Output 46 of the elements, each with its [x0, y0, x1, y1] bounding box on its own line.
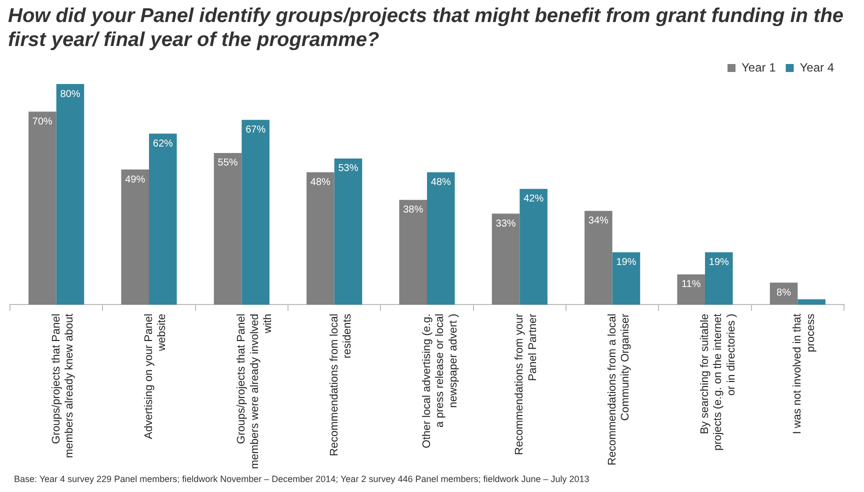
- bar: [28, 112, 56, 305]
- data-label: 55%: [218, 158, 238, 169]
- data-label: 53%: [338, 163, 358, 174]
- bar: [520, 188, 548, 305]
- data-label: 62%: [152, 138, 174, 150]
- x-tick-label: I was not involved in that process: [792, 313, 817, 434]
- data-label: 48%: [310, 177, 331, 188]
- bar: [798, 299, 826, 305]
- x-tick-label: Groups/projects that Panel members were already involved with: [236, 314, 274, 470]
- data-label: 11%: [681, 279, 701, 290]
- bar: [149, 134, 177, 305]
- bar: [399, 200, 427, 305]
- bar: [612, 252, 640, 305]
- bar: [334, 158, 362, 305]
- x-tick-label: Recommendations from local residents: [328, 313, 354, 456]
- data-label: 38%: [403, 204, 424, 216]
- bar: [121, 170, 149, 305]
- bar: [584, 210, 612, 305]
- x-tick-label: Recommendations from a local Community Organiser: [606, 313, 632, 466]
- bar: [705, 252, 733, 305]
- bar: [214, 152, 242, 305]
- bar: [56, 84, 84, 305]
- bar: [492, 214, 520, 305]
- data-label: 19%: [708, 257, 730, 268]
- data-label: 8%: [776, 287, 792, 298]
- data-label: 67%: [246, 124, 266, 136]
- data-label: 19%: [616, 257, 636, 268]
- data-label: 33%: [496, 218, 516, 230]
- data-label: 42%: [524, 194, 544, 205]
- data-label: 48%: [430, 177, 452, 188]
- x-tick-label: By searching for suitable projects (e.g. on the internet or in directories ): [699, 314, 738, 451]
- x-tick-label: Advertising on your Panel website: [143, 314, 168, 440]
- text: Base: Year 4 survey 229 Panel members; fieldwork November – December 2014; Year 2 survey 446 Panel members; fieldwork June – July 2013: [14, 474, 590, 484]
- bar: [306, 172, 334, 305]
- chart-title: How did your Panel identify groups/projects that might benefit from grant funding in the first year/ final year of the programme?: [8, 4, 845, 52]
- bar: [677, 274, 705, 305]
- data-label: 49%: [125, 174, 146, 186]
- data-label: 70%: [32, 116, 53, 128]
- bar: [242, 120, 270, 305]
- x-tick-label: Groups/projects that Panel members already knew about: [50, 314, 76, 458]
- data-label: 34%: [588, 216, 609, 227]
- legend-label: Year 4: [800, 60, 834, 74]
- data-label: 80%: [60, 88, 80, 100]
- legend-label: Year 1: [741, 60, 776, 74]
- x-tick-label: Other local advertising (e.g. a press release or local newspaper advert ): [421, 314, 460, 448]
- bar: [427, 172, 455, 305]
